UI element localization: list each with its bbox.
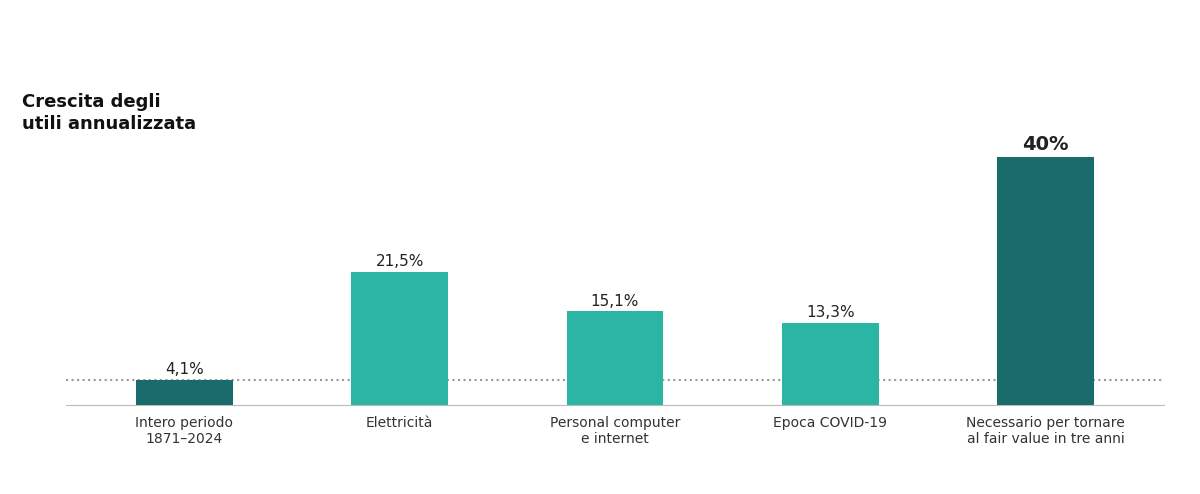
Text: 40%: 40%: [1022, 135, 1069, 155]
Text: Crescita degli
utili annualizzata: Crescita degli utili annualizzata: [22, 93, 197, 133]
Bar: [782, 323, 878, 405]
Bar: [352, 272, 448, 405]
Bar: [136, 380, 233, 405]
Bar: [566, 311, 664, 405]
Text: 15,1%: 15,1%: [590, 294, 640, 309]
Bar: [997, 157, 1094, 405]
Text: 13,3%: 13,3%: [806, 305, 854, 320]
Text: 21,5%: 21,5%: [376, 254, 424, 269]
Text: 4,1%: 4,1%: [166, 362, 204, 377]
